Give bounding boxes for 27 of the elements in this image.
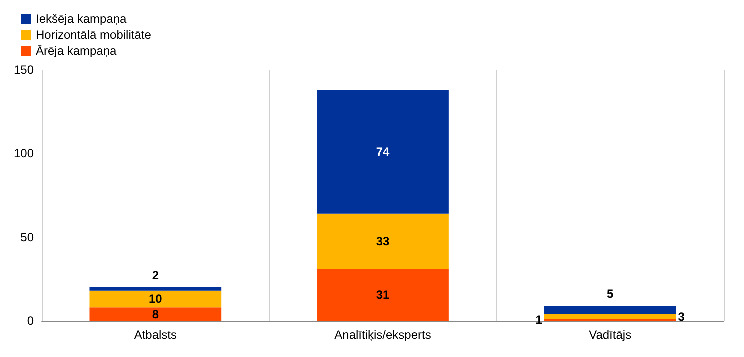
bar <box>544 314 676 320</box>
bar <box>90 288 222 291</box>
legend-label: Horizontālā mobilitāte <box>36 28 152 42</box>
data-label: 2 <box>152 268 160 283</box>
data-label: 5 <box>606 286 614 301</box>
data-label: 10 <box>148 292 163 306</box>
x-tick-label: Vadītājs <box>589 328 632 342</box>
data-label: 31 <box>376 288 390 302</box>
bar <box>317 269 449 321</box>
y-tick-label: 150 <box>14 63 34 77</box>
x-tick-label: Analītiķis/eksperts <box>334 328 432 342</box>
bar <box>317 90 449 214</box>
bar <box>544 306 676 314</box>
bar <box>90 308 222 321</box>
y-tick-label: 0 <box>27 314 34 328</box>
data-label: 33 <box>376 234 390 249</box>
data-label: 1 <box>536 313 543 328</box>
bar <box>317 214 449 270</box>
legend-label: Iekšēja kampaņa <box>36 12 128 26</box>
y-tick-label: 100 <box>14 146 34 161</box>
x-tick-label: Atbalsts <box>134 328 178 342</box>
data-label: 74 <box>376 144 390 159</box>
legend-label: Ārēja kampaņa <box>36 44 118 58</box>
data-label: 3 <box>678 310 686 324</box>
data-label: 8 <box>152 307 160 322</box>
y-tick-label: 50 <box>20 230 34 244</box>
bar <box>90 290 222 308</box>
